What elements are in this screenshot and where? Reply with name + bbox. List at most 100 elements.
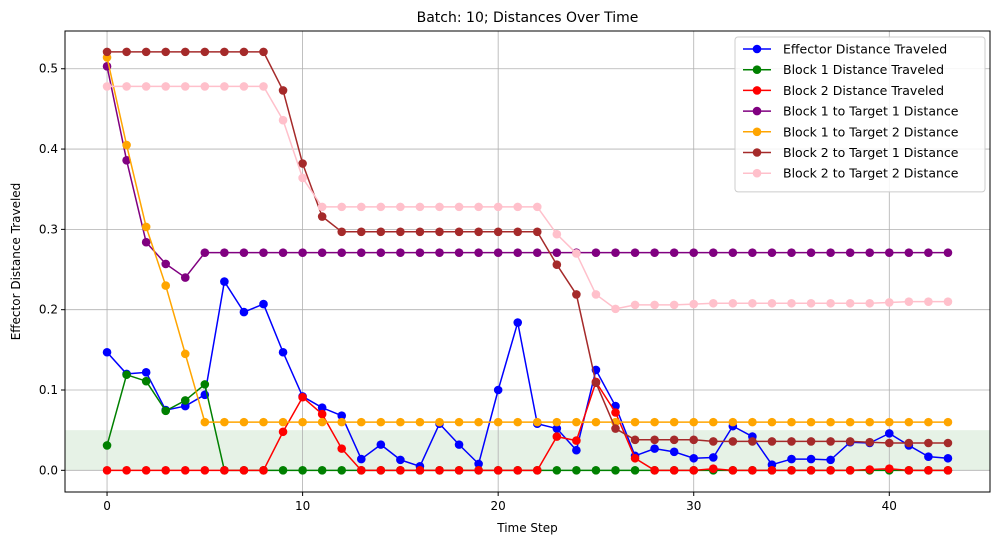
data-point [474, 466, 483, 475]
x-tick-label: 30 [686, 499, 701, 513]
data-point [787, 454, 796, 464]
data-point [787, 417, 796, 427]
data-point [180, 349, 190, 359]
data-point [689, 453, 699, 463]
data-point [180, 396, 190, 405]
data-point [317, 202, 327, 212]
data-point [122, 466, 131, 475]
data-point [122, 156, 131, 165]
data-point [552, 260, 562, 270]
data-point [239, 82, 249, 91]
legend-item: Block 1 to Target 1 Distance [743, 104, 959, 119]
data-point [924, 297, 933, 306]
legend-marker [752, 65, 762, 74]
data-point [396, 466, 405, 475]
data-point [200, 380, 210, 389]
data-point [728, 417, 738, 427]
data-point [376, 227, 386, 237]
data-point [669, 435, 679, 445]
legend-label: Block 2 to Target 1 Distance [783, 145, 959, 160]
data-point [259, 417, 268, 427]
data-point [220, 277, 229, 286]
data-point [396, 202, 405, 212]
data-point [943, 417, 953, 427]
data-point [787, 298, 796, 308]
data-point [845, 437, 855, 446]
data-point [415, 466, 425, 475]
data-point [552, 417, 562, 427]
data-point [904, 248, 914, 257]
data-point [826, 455, 835, 465]
series-layer [102, 47, 953, 475]
data-point [376, 466, 386, 475]
data-point [513, 466, 523, 475]
data-point [220, 248, 229, 257]
y-tick-label: 0.2 [39, 303, 58, 317]
data-point [356, 248, 366, 257]
data-point [924, 438, 933, 448]
data-point [102, 347, 112, 357]
data-point [826, 248, 835, 257]
legend-item: Block 2 Distance Traveled [743, 83, 944, 98]
data-point [141, 368, 151, 377]
data-point [415, 202, 425, 212]
data-point [298, 173, 307, 183]
y-tick-label: 0.5 [39, 62, 58, 76]
data-point [278, 427, 288, 437]
legend-box [734, 36, 986, 193]
data-point [943, 453, 953, 463]
data-point [806, 454, 816, 464]
data-point [572, 249, 581, 258]
tick-layer: 0 10 20 30 40 0.0 0.1 0.2 0.3 0.4 0.5 [39, 62, 897, 513]
data-point [845, 248, 855, 257]
shaded-band-layer [65, 430, 990, 471]
data-point [122, 370, 131, 380]
data-point [826, 417, 835, 427]
legend-marker [752, 127, 762, 137]
data-point [259, 466, 268, 475]
data-point [552, 248, 562, 257]
data-point [317, 248, 327, 257]
data-point [611, 248, 620, 257]
data-point [669, 447, 679, 457]
data-point [376, 440, 386, 449]
data-point [552, 466, 562, 475]
data-point [806, 248, 816, 257]
data-point [239, 466, 249, 475]
data-point [669, 417, 679, 427]
data-point [532, 202, 542, 212]
data-point [532, 248, 542, 257]
data-point [728, 298, 738, 308]
data-point [435, 466, 444, 475]
data-point [904, 297, 914, 306]
data-point [317, 417, 327, 427]
x-tick-label: 40 [882, 499, 897, 513]
data-point [924, 417, 933, 427]
data-point [454, 440, 464, 449]
data-point [298, 392, 307, 402]
data-point [493, 248, 503, 257]
y-axis-label: Effector Distance Traveled [9, 183, 23, 341]
data-point [748, 417, 757, 427]
data-point [845, 417, 855, 427]
data-point [728, 466, 738, 475]
data-point [611, 466, 620, 475]
data-point [200, 417, 210, 427]
series-3 [102, 377, 953, 475]
data-point [337, 227, 347, 237]
y-tick-label: 0.1 [39, 383, 58, 397]
data-point [161, 406, 171, 416]
data-point [611, 408, 620, 417]
data-point [161, 82, 171, 91]
data-point [122, 82, 131, 91]
data-point [689, 417, 699, 427]
data-point [102, 82, 112, 91]
data-point [669, 466, 679, 475]
legend-label: Block 2 to Target 2 Distance [783, 166, 959, 181]
legend-marker [752, 86, 762, 95]
data-point [161, 281, 171, 290]
data-point [630, 248, 640, 257]
data-point [239, 248, 249, 257]
data-point [924, 452, 933, 461]
